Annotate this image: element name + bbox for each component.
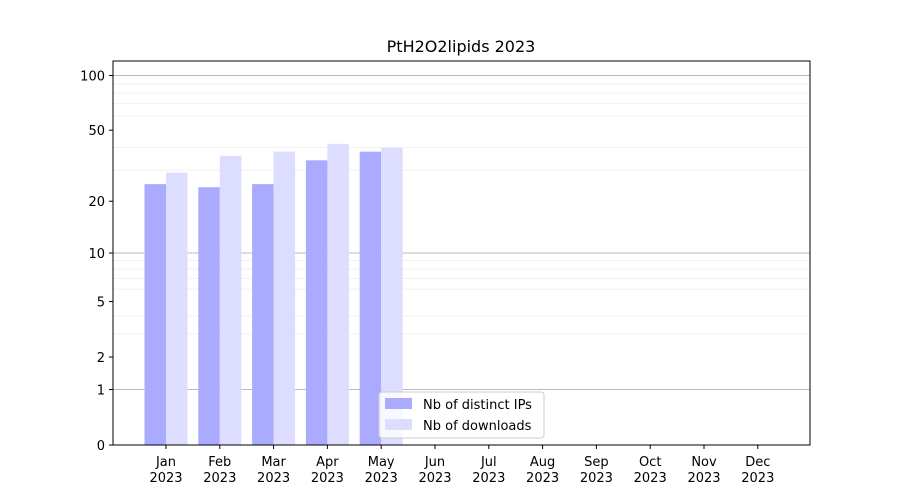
bar-downloads (327, 143, 349, 445)
x-tick-label-month: Mar (261, 455, 286, 470)
y-tick-label: 10 (88, 247, 105, 262)
legend-swatch-distinct-ips (385, 398, 412, 409)
y-tick-label: 20 (88, 195, 105, 210)
x-tick-label-month: Sep (584, 455, 609, 470)
x-tick-label-year: 2023 (257, 471, 290, 486)
legend-label-downloads: Nb of downloads (423, 419, 532, 434)
x-tick-label-month: May (368, 455, 395, 470)
bar-distinct-ips (305, 160, 328, 445)
legend-swatch-downloads (385, 419, 412, 430)
x-tick-label-year: 2023 (203, 471, 236, 486)
x-tick-label-year: 2023 (580, 471, 613, 486)
x-tick-label-year: 2023 (149, 471, 182, 486)
x-tick-label-month: Dec (745, 455, 770, 470)
x-tick-label-year: 2023 (687, 471, 720, 486)
bar-distinct-ips (144, 184, 166, 446)
x-tick-label-year: 2023 (526, 471, 559, 486)
bar-downloads (166, 172, 188, 445)
x-tick-label-month: Feb (208, 455, 231, 470)
y-tick-label: 1 (97, 383, 105, 398)
x-tick-label-year: 2023 (365, 471, 398, 486)
bar-downloads (219, 155, 242, 445)
x-tick-label-month: Jun (424, 455, 445, 470)
x-tick-label-month: Aug (530, 455, 555, 470)
bar-downloads (273, 151, 296, 445)
y-axis: 0 1 2 5 10 20 50 100 (80, 69, 113, 454)
legend-box (378, 391, 545, 439)
bar-downloads (381, 147, 403, 445)
x-tick-label-month: Jul (480, 455, 497, 470)
x-axis: Jan2023Feb2023Mar2023Apr2023May2023Jun20… (149, 445, 774, 486)
bars (144, 143, 403, 446)
x-tick-label-year: 2023 (741, 471, 774, 486)
x-tick-label-month: Jan (155, 455, 176, 470)
legend: Nb of distinct IPs Nb of downloads (378, 391, 545, 439)
x-tick-label-month: Apr (316, 455, 339, 470)
bar-distinct-ips (198, 187, 220, 445)
x-tick-label-year: 2023 (472, 471, 505, 486)
bar-distinct-ips (359, 151, 382, 445)
chart-title: PtH2O2lipids 2023 (387, 37, 536, 56)
y-tick-label: 50 (88, 124, 105, 139)
y-tick-label: 2 (97, 351, 105, 366)
x-tick-label-year: 2023 (418, 471, 451, 486)
x-tick-label-month: Oct (639, 455, 661, 470)
legend-label-distinct-ips: Nb of distinct IPs (423, 398, 532, 413)
x-tick-label-month: Nov (691, 455, 717, 470)
y-tick-label: 5 (97, 296, 105, 311)
x-tick-label-year: 2023 (311, 471, 344, 486)
x-tick-label-year: 2023 (634, 471, 667, 486)
y-tick-label: 0 (97, 439, 105, 454)
y-tick-label: 100 (80, 69, 105, 84)
bar-distinct-ips (252, 184, 274, 446)
